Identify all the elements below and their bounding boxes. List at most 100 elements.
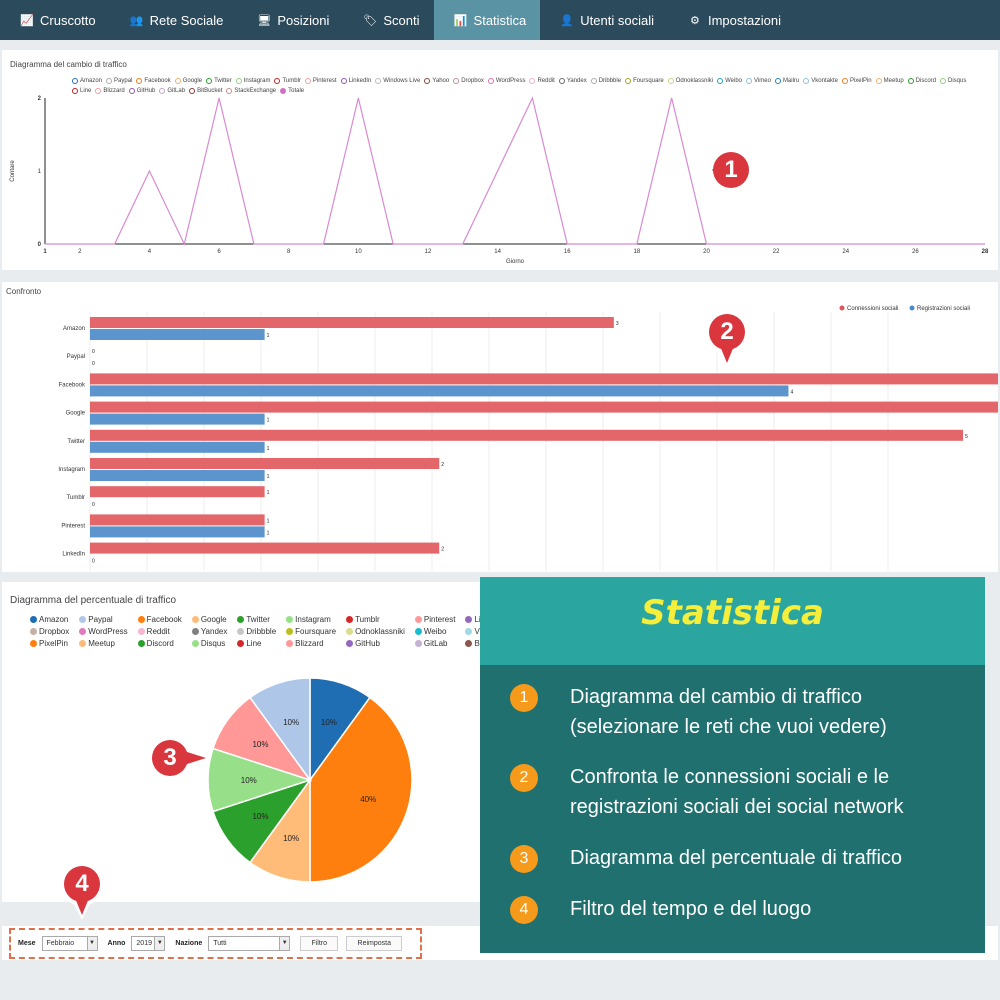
filter-button[interactable]: Filtro xyxy=(300,935,339,951)
nav-item-impostazioni[interactable]: ⚙ Impostazioni xyxy=(668,0,795,40)
pie-slice[interactable] xyxy=(248,677,311,783)
pie-legend-item[interactable]: Disqus xyxy=(191,638,228,648)
traffic-legend-item[interactable]: BitBucket xyxy=(189,86,222,96)
pie-legend-item[interactable]: Blizzard xyxy=(286,638,336,648)
traffic-legend-item[interactable]: StackExchange xyxy=(226,86,276,96)
traffic-legend-item[interactable]: Google xyxy=(174,76,202,86)
traffic-legend-item[interactable]: Dropbox xyxy=(453,76,484,86)
traffic-legend-item[interactable]: Blizzard xyxy=(95,86,125,96)
traffic-legend-item[interactable]: Yandex xyxy=(558,76,587,86)
legend-circle-icon xyxy=(237,639,245,647)
category-label: Paypal xyxy=(67,354,85,360)
traffic-legend-item[interactable]: Windows Live xyxy=(375,76,420,86)
traffic-legend-item[interactable]: Tumblr xyxy=(274,76,301,86)
traffic-legend-item[interactable]: PixelPin xyxy=(841,76,872,86)
pie-legend-item[interactable]: Discord xyxy=(137,638,182,648)
marker-1: 1 xyxy=(705,146,753,194)
traffic-legend-item[interactable]: Amazon xyxy=(72,76,102,86)
nav-item-label: Impostazioni xyxy=(707,12,781,28)
traffic-legend-item[interactable]: Facebook xyxy=(136,76,171,86)
pie-legend-item[interactable]: Facebook xyxy=(137,614,182,624)
pie-legend-item[interactable]: Reddit xyxy=(137,626,182,636)
country-select[interactable]: Tutti ▼ xyxy=(208,935,291,951)
top-nav: 📈 Cruscotto 👥 Rete Sociale 🖥 Posizioni 🏷 Sconti… xyxy=(0,0,1000,40)
legend-label: Yandex xyxy=(200,626,228,636)
traffic-legend-item[interactable]: Mailru xyxy=(774,76,799,86)
pie-legend-item[interactable]: Dribbble xyxy=(237,626,276,636)
pie-legend-item[interactable]: Dropbox xyxy=(30,626,69,636)
traffic-legend-item[interactable]: Totale xyxy=(280,86,304,96)
pie-legend-item[interactable]: Twitter xyxy=(237,614,276,624)
legend-label: Disqus xyxy=(200,638,226,648)
traffic-legend-item[interactable]: Vkontakte xyxy=(803,76,838,86)
month-select[interactable]: Febbraio ▼ xyxy=(41,935,98,951)
legend-label: StackExchange xyxy=(234,88,277,94)
legend-label: Yahoo xyxy=(432,78,450,84)
traffic-legend-item[interactable]: GitLab xyxy=(159,86,185,96)
traffic-legend-item[interactable]: GitHub xyxy=(128,86,155,96)
traffic-legend-item[interactable]: Yahoo xyxy=(424,76,449,86)
legend-circle-icon xyxy=(189,88,196,94)
pie-legend-item[interactable]: Pinterest xyxy=(414,614,455,624)
nav-item-utenti-sociali[interactable]: 👤 Utenti sociali xyxy=(540,0,668,40)
traffic-legend-item[interactable]: Weibo xyxy=(717,76,742,86)
legend-circle-icon xyxy=(875,78,882,84)
nav-item-statistica[interactable]: 📊 Statistica xyxy=(433,0,541,40)
x-tick-label: 14 xyxy=(494,249,501,255)
traffic-legend-item[interactable]: LinkedIn xyxy=(340,76,371,86)
pie-slice[interactable] xyxy=(309,696,413,883)
nav-item-rete-sociale[interactable]: 👥 Rete Sociale xyxy=(110,0,238,40)
traffic-legend-item[interactable]: Disqus xyxy=(940,76,966,86)
traffic-legend-item[interactable]: Pinterest xyxy=(304,76,337,86)
traffic-legend-item[interactable]: Discord xyxy=(907,76,936,86)
nav-item-cruscotto[interactable]: 📈 Cruscotto xyxy=(0,0,110,40)
category-label: Google xyxy=(66,411,86,417)
marker-number: 2 xyxy=(720,318,734,345)
pie-slice-label: 10% xyxy=(252,740,268,749)
traffic-legend-item[interactable]: Twitter xyxy=(206,76,232,86)
info-header: Statistica xyxy=(480,577,985,665)
nav-item-sconti[interactable]: 🏷 Sconti xyxy=(343,0,433,40)
pie-legend-item[interactable]: Meetup xyxy=(79,638,127,648)
nav-item-label: Rete Sociale xyxy=(149,12,224,28)
traffic-legend-item[interactable]: Paypal xyxy=(106,76,132,86)
pie-legend-item[interactable]: PixelPin xyxy=(30,638,69,648)
traffic-legend-item[interactable]: Vimeo xyxy=(746,76,771,86)
pie-legend-item[interactable]: Paypal xyxy=(79,614,127,624)
pie-legend-item[interactable]: Amazon xyxy=(30,614,69,624)
traffic-legend-item[interactable]: Foursquare xyxy=(625,76,664,86)
nav-item-posizioni[interactable]: 🖥 Posizioni xyxy=(237,0,343,40)
marker-number: 1 xyxy=(724,156,738,183)
traffic-legend-item[interactable]: WordPress xyxy=(487,76,525,86)
pie-legend-item[interactable]: Foursquare xyxy=(286,626,336,636)
legend-circle-icon xyxy=(79,627,87,635)
year-select[interactable]: 2019 ▼ xyxy=(131,935,166,951)
bar-value-label: 1 xyxy=(267,490,270,496)
pie-legend-item[interactable]: Weibo xyxy=(414,626,456,636)
legend-circle-icon xyxy=(191,615,199,623)
bar-value-label: 0 xyxy=(92,502,95,508)
pie-legend-item[interactable]: Line xyxy=(237,638,276,648)
pie-legend-item[interactable]: Yandex xyxy=(191,626,228,636)
pie-legend-item[interactable]: GitHub xyxy=(346,638,405,648)
percentage-title: Diagramma del percentuale di traffico xyxy=(10,595,177,606)
traffic-legend-item[interactable]: Dribbble xyxy=(590,76,621,86)
pie-legend-item[interactable]: Odnoklassniki xyxy=(346,626,405,636)
pie-legend-item[interactable]: Google xyxy=(191,614,228,624)
traffic-legend-item[interactable]: Instagram xyxy=(235,76,270,86)
pie-legend-item[interactable]: GitLab xyxy=(414,638,456,648)
pie-legend-item[interactable]: WordPress xyxy=(79,626,128,636)
pie-legend-item[interactable]: Tumblr xyxy=(346,614,405,624)
pie-legend-item[interactable]: Instagram xyxy=(286,614,336,624)
traffic-legend-item[interactable]: Meetup xyxy=(875,76,904,86)
legend-circle-icon xyxy=(558,78,565,84)
legend-circle-icon xyxy=(746,78,753,84)
legend-circle-icon xyxy=(465,639,473,647)
traffic-legend-item[interactable]: Reddit xyxy=(529,76,555,86)
traffic-legend-item[interactable]: Odnoklassniki xyxy=(667,76,713,86)
legend-label: Registrazioni sociali xyxy=(917,306,970,312)
legend-circle-icon xyxy=(137,627,145,635)
traffic-legend-item[interactable]: Line xyxy=(72,86,91,96)
reset-button[interactable]: Reimposta xyxy=(346,935,403,951)
legend-label: Tumblr xyxy=(282,78,301,84)
